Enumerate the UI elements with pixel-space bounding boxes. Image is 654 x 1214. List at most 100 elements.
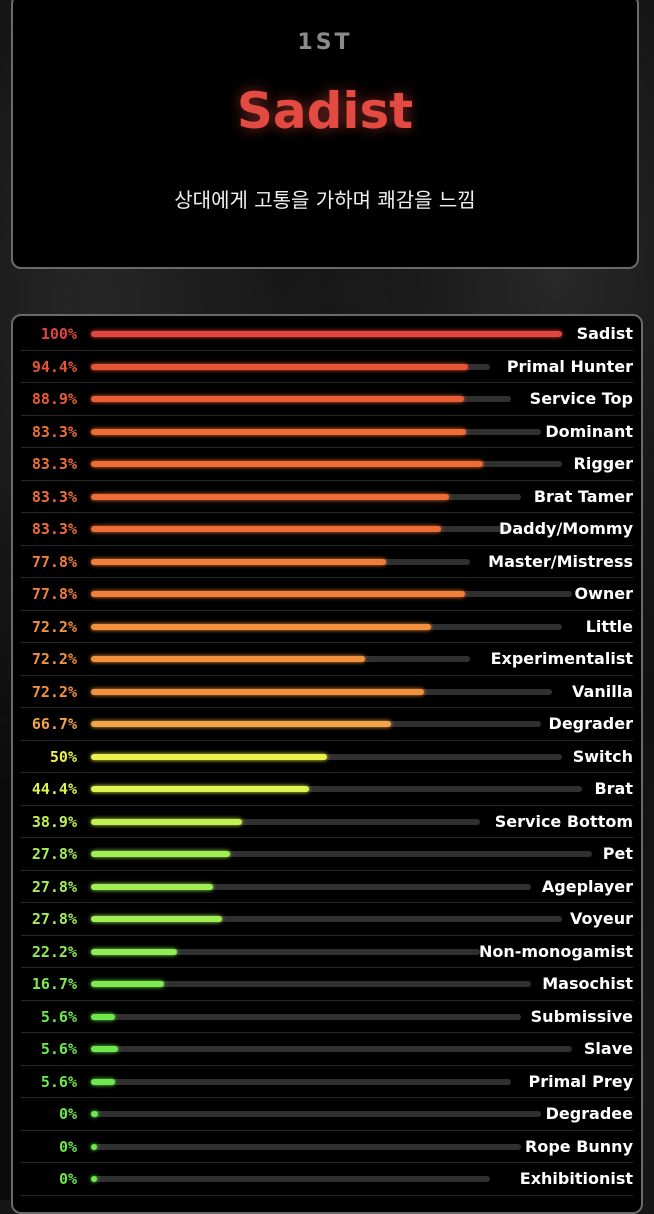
result-percent: 88.9% — [31, 390, 77, 408]
result-row: 88.9% Service Top — [21, 383, 633, 416]
result-bar-track — [91, 363, 490, 370]
result-bar-track — [91, 948, 480, 955]
result-percent: 0% — [58, 1105, 77, 1123]
result-bar-fill — [91, 428, 466, 435]
result-bar-track — [91, 461, 562, 467]
result-row: 38.9% Service Bottom — [21, 806, 633, 838]
result-bar-fill — [91, 1111, 98, 1117]
result-percent: 83.3% — [31, 487, 77, 506]
result-row: 22.2% Non-monogamist — [21, 936, 633, 968]
result-bar-fill — [91, 493, 450, 500]
result-percent: 27.8% — [31, 877, 77, 896]
result-bar-fill — [91, 721, 392, 727]
result-bar-track — [91, 493, 521, 500]
result-bar-track — [91, 396, 511, 402]
result-bar-track — [91, 331, 562, 337]
result-bar-track — [91, 851, 592, 857]
result-type-name: Degrader — [548, 714, 633, 733]
result-bar-fill — [91, 1143, 98, 1150]
results-list: 100% Sadist 94.4% Primal Hunter 88.9% Service… — [11, 314, 643, 1214]
result-row: 44.4% Brat — [21, 773, 633, 806]
result-type-name: Exhibitionist — [519, 1169, 633, 1188]
result-bar-track — [91, 981, 531, 987]
result-type-name: Rope Bunny — [525, 1136, 633, 1156]
result-percent: 100% — [40, 325, 77, 343]
result-bar-fill — [91, 1078, 115, 1085]
result-type-name: Submissive — [530, 1006, 633, 1026]
result-row: 0% Exhibitionist — [21, 1163, 633, 1196]
result-bar-track — [91, 786, 582, 792]
result-bar-fill — [91, 916, 222, 922]
result-bar-fill — [91, 363, 468, 370]
result-type-name: Brat — [594, 779, 633, 798]
result-bar-fill — [91, 461, 484, 467]
result-bar-fill — [91, 883, 214, 890]
result-row: 27.8% Ageplayer — [21, 871, 633, 903]
result-percent: 38.9% — [31, 812, 77, 831]
result-bar-fill — [91, 786, 309, 792]
result-percent: 72.2% — [31, 617, 77, 636]
result-percent: 94.4% — [31, 357, 77, 376]
result-type-name: Experimentalist — [490, 649, 633, 668]
result-percent: 72.2% — [31, 650, 77, 668]
result-bar-fill — [91, 396, 465, 402]
result-bar-track — [91, 1013, 521, 1020]
result-type-name: Vanilla — [572, 681, 633, 701]
top-result-card: 1ST Sadist 상대에게 고통을 가하며 쾌감을 느낌 — [11, 0, 639, 269]
result-bar-track — [91, 818, 480, 825]
result-bar-fill — [91, 688, 424, 695]
result-percent: 5.6% — [40, 1072, 77, 1091]
result-type-name: Service Top — [529, 389, 633, 408]
result-type-name: Non-monogamist — [478, 941, 633, 961]
result-row: 100% Sadist — [21, 318, 633, 351]
result-percent: 77.8% — [31, 585, 77, 603]
result-bar-track — [91, 428, 541, 435]
result-bar-track — [91, 883, 531, 890]
result-row: 5.6% Submissive — [21, 1001, 633, 1033]
result-type-name: Primal Prey — [528, 1071, 633, 1091]
result-bar-fill — [91, 331, 562, 337]
result-percent: 44.4% — [31, 780, 77, 798]
result-row: 77.8% Owner — [21, 578, 633, 611]
result-percent: 83.3% — [31, 422, 77, 441]
result-percent: 0% — [58, 1170, 77, 1188]
result-bar-fill — [91, 818, 243, 825]
result-bar-fill — [91, 656, 365, 662]
result-row: 72.2% Little — [21, 611, 633, 643]
result-percent: 0% — [58, 1137, 77, 1156]
result-row: 27.8% Voyeur — [21, 903, 633, 936]
result-bar-fill — [91, 526, 441, 532]
result-bar-track — [91, 591, 572, 597]
result-bar-fill — [91, 1013, 116, 1020]
result-bar-track — [91, 1143, 521, 1150]
result-type-name: Degradee — [545, 1104, 633, 1123]
result-bar-fill — [91, 1046, 118, 1052]
result-bar-fill — [91, 948, 178, 955]
result-row: 5.6% Primal Prey — [21, 1066, 633, 1098]
result-percent: 22.2% — [31, 942, 77, 961]
result-percent: 5.6% — [40, 1040, 77, 1058]
result-bar-track — [91, 1111, 541, 1117]
result-type-name: Rigger — [573, 454, 633, 473]
result-row: 50% Switch — [21, 741, 633, 773]
result-bar-track — [91, 916, 562, 922]
result-percent: 83.3% — [31, 455, 77, 473]
result-type-name: Brat Tamer — [533, 486, 633, 506]
result-type-name: Slave — [583, 1039, 633, 1058]
result-type-name: Ageplayer — [541, 876, 633, 896]
result-bar-track — [91, 558, 470, 565]
result-bar-fill — [91, 851, 231, 857]
result-percent: 27.8% — [31, 910, 77, 928]
result-bar-track — [91, 656, 470, 662]
result-bar-fill — [91, 558, 386, 565]
result-percent: 27.8% — [31, 845, 77, 863]
result-type-name: Primal Hunter — [506, 356, 633, 376]
result-type-name: Master/Mistress — [488, 551, 633, 571]
result-bar-track — [91, 721, 541, 727]
result-row: 72.2% Vanilla — [21, 676, 633, 708]
result-percent: 77.8% — [31, 552, 77, 571]
result-bar-track — [91, 526, 511, 532]
result-bar-track — [91, 1078, 511, 1085]
top-type-name: Sadist — [236, 82, 414, 140]
result-type-name: Voyeur — [569, 909, 633, 928]
